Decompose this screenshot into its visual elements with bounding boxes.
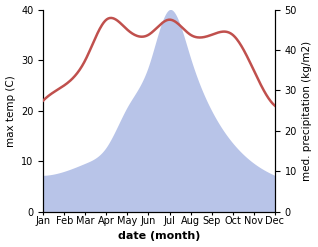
Y-axis label: max temp (C): max temp (C) (5, 75, 16, 146)
X-axis label: date (month): date (month) (118, 231, 200, 242)
Y-axis label: med. precipitation (kg/m2): med. precipitation (kg/m2) (302, 41, 313, 181)
